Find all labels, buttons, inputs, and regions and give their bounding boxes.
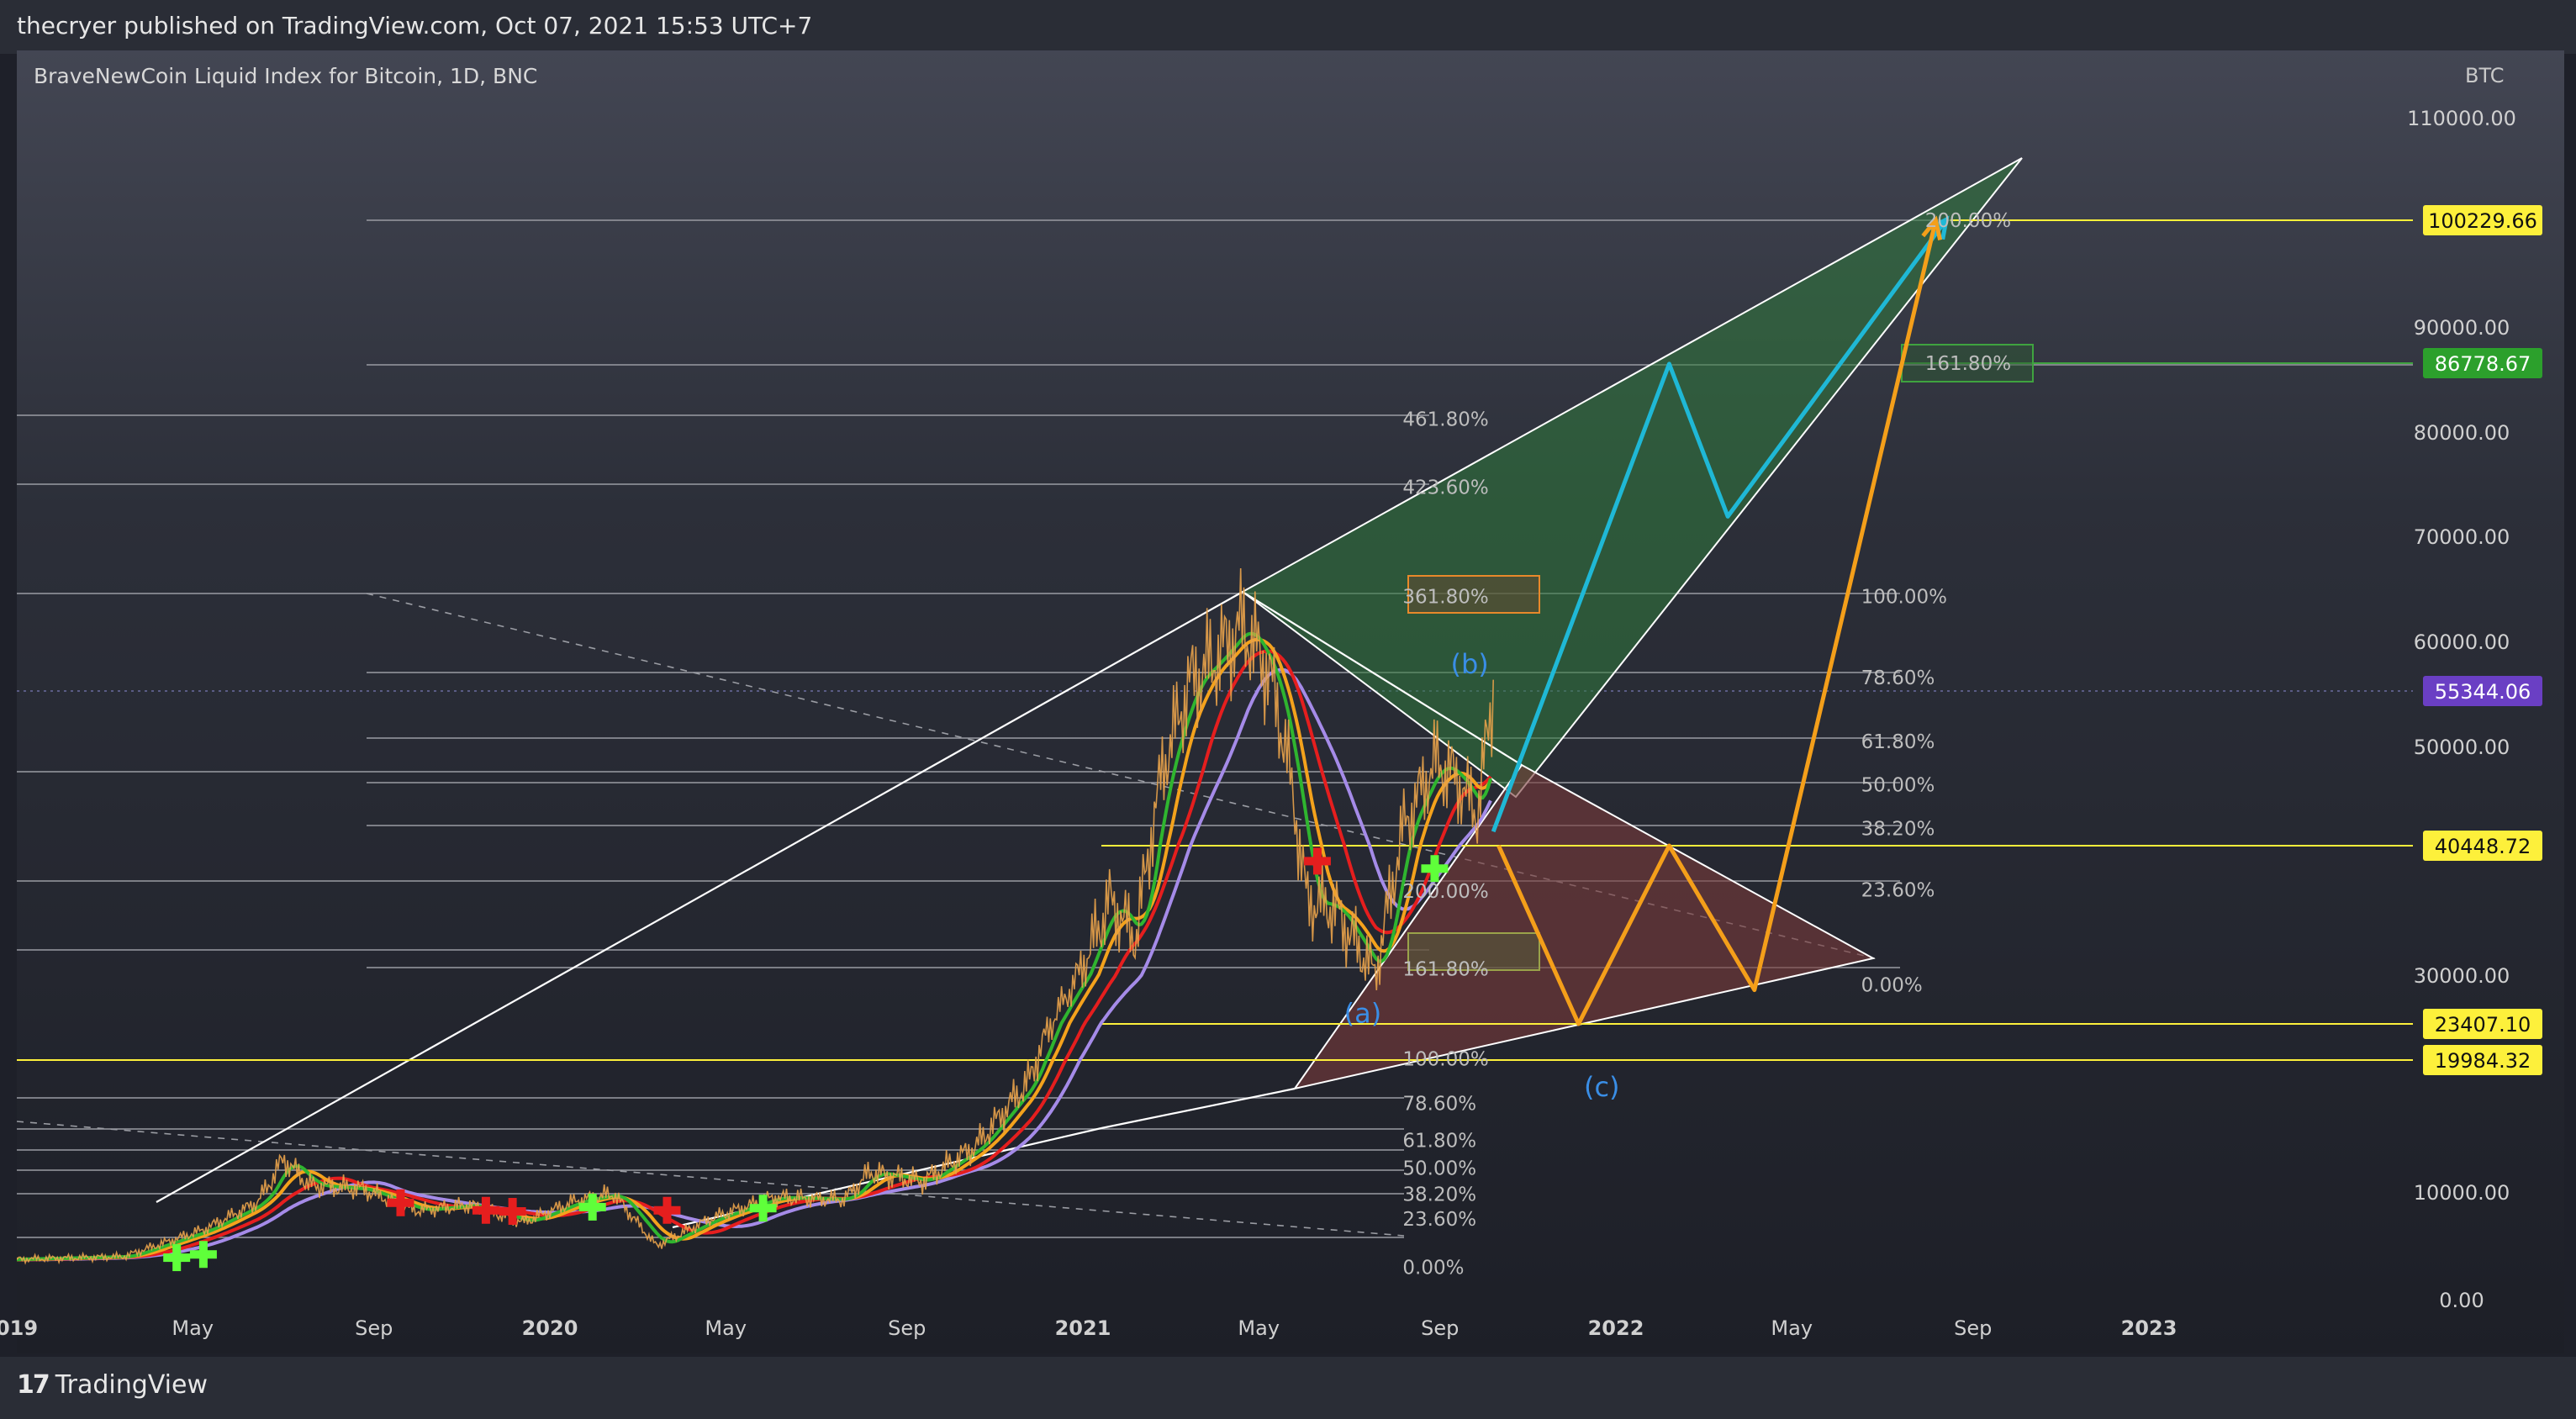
projection-layer <box>1491 215 1950 1026</box>
x-tick-label: Sep <box>1954 1316 1992 1340</box>
symbol-label: BTC <box>2465 64 2505 87</box>
y-tick-label: 0.00 <box>2439 1289 2484 1312</box>
fib-level-label: 423.60% <box>1402 477 1488 499</box>
x-tick-label: Sep <box>888 1316 926 1340</box>
signal-cross-marker <box>749 1195 777 1222</box>
x-tick-label: May <box>1771 1316 1813 1340</box>
x-tick-label: May <box>1238 1316 1280 1340</box>
wave-label: (c) <box>1584 1071 1620 1103</box>
signal-cross-marker <box>163 1244 191 1272</box>
tradingview-logo[interactable]: 17 TradingView <box>17 1370 208 1400</box>
signal-cross-marker <box>189 1241 217 1269</box>
fib-level-label: 23.60% <box>1861 879 1935 901</box>
price-label: 100229.66 <box>2423 204 2542 235</box>
fib-box <box>1407 932 1540 971</box>
fib-level-label: 23.60% <box>1402 1209 1476 1231</box>
fib-level-label: 78.60% <box>1402 1094 1476 1116</box>
fib-level-label: 100.00% <box>1402 1049 1488 1071</box>
wave-label: (b) <box>1450 648 1488 680</box>
y-tick-label: 50000.00 <box>2414 736 2510 759</box>
svg-text:23407.10: 23407.10 <box>2435 1013 2531 1037</box>
fib-level-label: 161.80% <box>1402 959 1488 981</box>
yellow-levels <box>17 219 2413 1061</box>
fib-level-label: 38.20% <box>1861 819 1935 841</box>
signal-cross-marker <box>1303 847 1331 875</box>
arrow-head <box>1921 215 1943 240</box>
y-tick-label: 30000.00 <box>2414 964 2510 988</box>
x-tick-label: 2020 <box>522 1316 578 1340</box>
tv-logo-icon: 17 <box>17 1370 50 1400</box>
fib-level-label: 200.00% <box>1402 881 1488 903</box>
fib-level-label: 50.00% <box>1861 775 1935 797</box>
y-tick-label: 60000.00 <box>2414 630 2510 654</box>
x-tick-label: Sep <box>1421 1316 1459 1340</box>
fib-level-label: 0.00% <box>1861 974 1923 996</box>
y-tick-label: 110000.00 <box>2407 107 2516 130</box>
svg-text:55344.06: 55344.06 <box>2435 680 2531 704</box>
fib-level-label: 100.00% <box>1861 586 1947 608</box>
drawing-layer <box>17 157 2413 1238</box>
y-tick-label: 90000.00 <box>2414 316 2510 340</box>
fib-level-label: 161.80% <box>1925 353 2011 375</box>
x-tick-label: May <box>172 1316 214 1340</box>
signal-cross-marker <box>387 1189 414 1216</box>
x-tick-label: May <box>705 1316 747 1340</box>
fib-level-label: 38.20% <box>1402 1184 1476 1206</box>
signal-cross-marker <box>578 1193 606 1221</box>
fib-level-label: 61.80% <box>1861 731 1935 753</box>
footer-bar <box>0 1357 2576 1419</box>
signal-cross-marker <box>499 1198 526 1226</box>
chart-title: BraveNewCoin Liquid Index for Bitcoin, 1… <box>34 64 538 88</box>
y-tick-label: 10000.00 <box>2414 1181 2510 1205</box>
price-label: 40448.72 <box>2423 830 2542 861</box>
fib-level-label: 0.00% <box>1402 1258 1464 1279</box>
projection-path <box>1491 218 1949 833</box>
y-tick-label: 70000.00 <box>2414 525 2510 549</box>
moving-average-line <box>17 649 1492 1262</box>
moving-average-line <box>17 631 1492 1262</box>
svg-text:40448.72: 40448.72 <box>2435 835 2531 858</box>
signal-cross-marker <box>1421 855 1449 883</box>
fib-level-label: 461.80% <box>1402 409 1488 430</box>
fib-level-label: 78.60% <box>1861 667 1935 689</box>
x-tick-label: 2023 <box>2121 1316 2177 1340</box>
publish-info: thecryer published on TradingView.com, O… <box>17 12 813 40</box>
signal-cross-marker <box>653 1196 681 1224</box>
dashed-trendline <box>17 1121 1405 1237</box>
price-label: 19984.32 <box>2423 1044 2542 1075</box>
svg-text:19984.32: 19984.32 <box>2435 1049 2531 1073</box>
y-tick-label: 80000.00 <box>2414 421 2510 445</box>
fib-level-label: 61.80% <box>1402 1131 1476 1153</box>
series-layer <box>17 567 1494 1272</box>
svg-text:86778.67: 86778.67 <box>2435 352 2531 376</box>
x-tick-label: 2021 <box>1055 1316 1111 1340</box>
fib-levels-lower <box>17 1097 1404 1238</box>
green-projection-zone <box>1241 157 2023 799</box>
fib-box <box>1407 575 1540 614</box>
fib-level-label: 50.00% <box>1402 1158 1476 1180</box>
price-label: 23407.10 <box>2423 1008 2542 1039</box>
x-tick-label: Sep <box>355 1316 393 1340</box>
x-tick-label: 019 <box>0 1316 38 1340</box>
fib-levels-upper <box>17 219 2413 968</box>
tradingview-brand: TradingView <box>55 1370 209 1400</box>
fib-level-label: 200.00% <box>1925 210 2011 232</box>
label-layer: 200.00% 161.80% 461.80% 423.60% 361.80% 100.0… <box>1344 210 2011 1279</box>
price-label: 55344.06 <box>2423 675 2542 706</box>
x-tick-label: 2022 <box>1588 1316 1644 1340</box>
red-projection-zone <box>1292 763 1876 1090</box>
price-label: 86778.67 <box>2423 347 2542 378</box>
price-line <box>17 567 1494 1265</box>
projection-path <box>1497 219 1938 1026</box>
moving-average-line <box>17 667 1492 1262</box>
moving-average-line <box>17 637 1492 1262</box>
signal-cross-marker <box>472 1196 499 1224</box>
x-axis: 019 May Sep 2020 May Sep 2021 May Sep 2022 May Sep 2… <box>0 1316 2177 1340</box>
publish-header: thecryer published on TradingView.com, O… <box>0 0 2576 54</box>
wave-label: (a) <box>1344 998 1382 1030</box>
svg-text:100229.66: 100229.66 <box>2428 209 2537 233</box>
fib-level-label: 361.80% <box>1402 586 1488 608</box>
y-axis: 110000.00 90000.00 80000.00 70000.00 60000.0… <box>2407 107 2542 1312</box>
